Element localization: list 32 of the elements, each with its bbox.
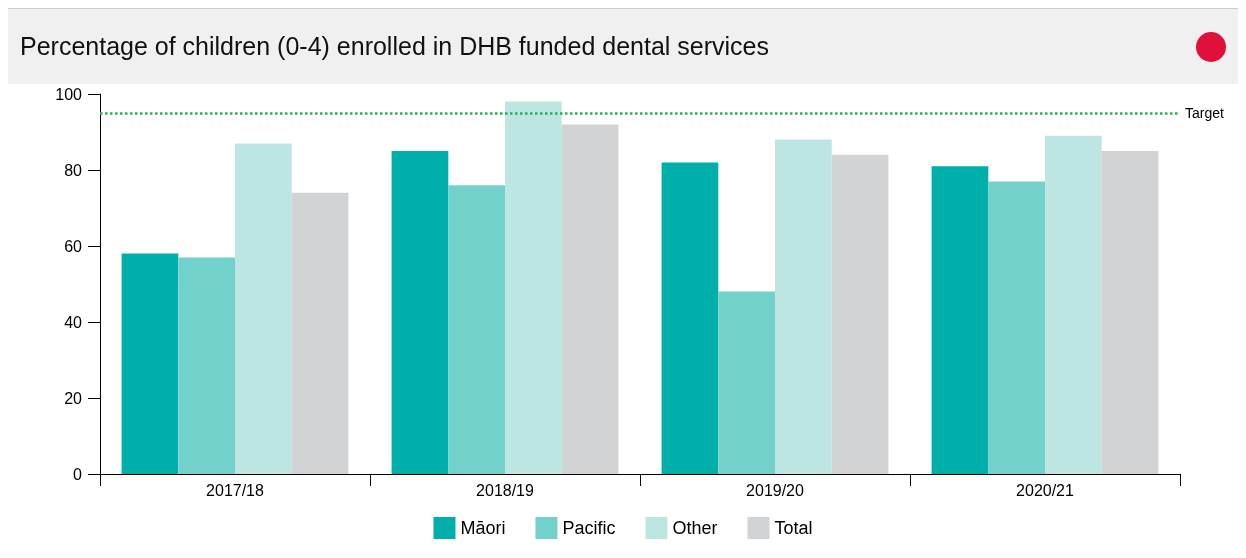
bar xyxy=(391,151,449,474)
x-tick-label: 2018/19 xyxy=(476,481,535,499)
y-tick-label: 40 xyxy=(64,313,83,331)
bar xyxy=(661,162,719,474)
bar xyxy=(988,181,1045,474)
bar xyxy=(931,166,989,474)
x-tick-label: 2017/18 xyxy=(206,481,265,499)
y-tick-label: 100 xyxy=(55,85,83,103)
bar xyxy=(1045,135,1102,474)
x-tick-label: 2020/21 xyxy=(1016,481,1075,499)
y-tick-label: 20 xyxy=(64,389,83,407)
legend-label: Other xyxy=(672,518,718,538)
bar xyxy=(561,124,619,474)
legend-label: Pacific xyxy=(562,518,616,538)
legend-label: Total xyxy=(774,518,813,538)
chart-title: Percentage of children (0-4) enrolled in DHB funded dental services xyxy=(20,32,770,61)
legend-label: Māori xyxy=(460,518,506,538)
x-tick-label: 2019/20 xyxy=(746,481,805,499)
bar xyxy=(235,143,292,474)
bar xyxy=(718,291,775,474)
bar xyxy=(831,154,889,474)
y-tick-label: 60 xyxy=(64,237,83,255)
y-tick-label: 0 xyxy=(73,465,83,483)
bar xyxy=(775,139,832,474)
bar xyxy=(178,257,235,474)
bar xyxy=(505,101,562,474)
bar xyxy=(291,192,349,474)
bar xyxy=(448,185,505,474)
bar xyxy=(121,253,179,474)
y-tick-label: 80 xyxy=(64,161,83,179)
ref-line-label: Target xyxy=(1185,105,1225,121)
bar xyxy=(1101,151,1159,474)
